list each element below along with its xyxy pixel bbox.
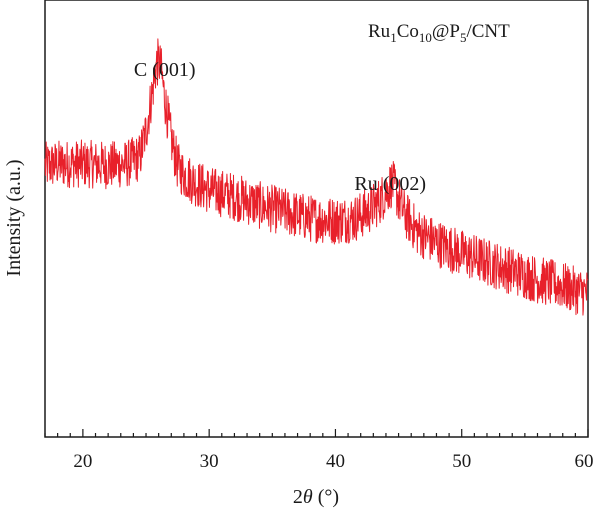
x-tick-label: 40 (326, 451, 345, 472)
x-tick-label: 30 (200, 451, 219, 472)
x-tick-label: 60 (575, 451, 594, 472)
series-line (44, 38, 589, 316)
x-tick-label: 50 (452, 451, 471, 472)
peak-label: Ru (002) (354, 173, 426, 195)
x-axis-label: 2θ (°) (293, 486, 339, 508)
plot-frame (44, 0, 589, 438)
peak-annotations: C (001) Ru (002) (134, 59, 426, 195)
x-axis-ticks: 20 30 40 50 60 (44, 429, 594, 472)
legend-label: Ru1Co10@P5/CNT (368, 21, 510, 45)
x-tick-label: 20 (73, 451, 92, 472)
y-axis-label: Intensity (a.u.) (3, 159, 25, 276)
peak-label: C (001) (134, 59, 196, 81)
series-layer (44, 38, 589, 316)
